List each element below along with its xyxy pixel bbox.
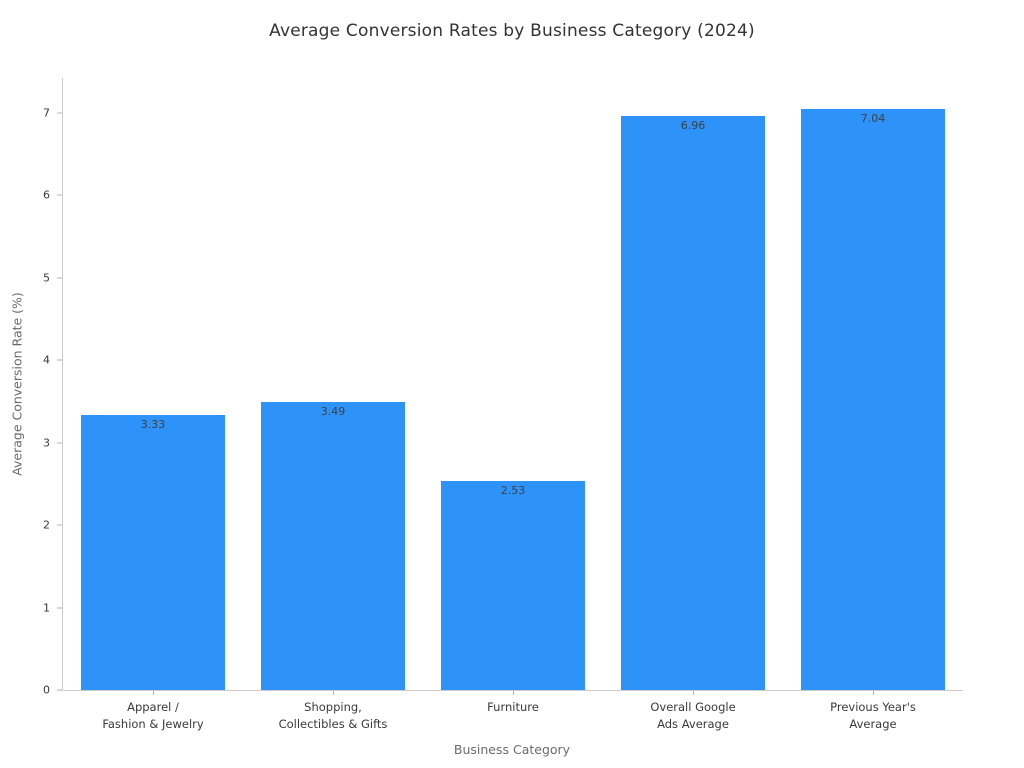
y-tick-mark [57, 524, 62, 526]
y-tick-label: 4 [43, 353, 50, 367]
y-tick-label: 3 [43, 436, 50, 450]
x-axis-label: Business Category [453, 742, 571, 757]
y-tick-mark [57, 442, 62, 444]
bar-value-label: 6.96 [680, 118, 706, 132]
y-tick-mark [57, 277, 62, 279]
y-tick-label: 7 [43, 106, 50, 120]
bar: 3.49 [261, 402, 405, 690]
bar-slot: 3.33 Apparel / Fashion & Jewelry [63, 78, 243, 731]
bar-value-label: 3.49 [320, 405, 346, 419]
y-tick-label: 5 [43, 271, 50, 285]
bar-slot: 7.04 Previous Year's Average [783, 78, 963, 731]
bars-container: 3.33 Apparel / Fashion & Jewelry 3.49 Shopp… [63, 78, 963, 731]
y-tick-label: 2 [43, 518, 50, 532]
y-tick-mark [57, 112, 62, 114]
y-tick-mark [57, 689, 62, 691]
x-tick-label: Apparel / Fashion & Jewelry [102, 700, 204, 731]
y-tick-mark [57, 194, 62, 196]
bar-value-label: 2.53 [500, 484, 526, 498]
chart-title: Average Conversion Rates by Business Cat… [269, 21, 755, 41]
bar: 2.53 [441, 481, 585, 690]
x-tick-mark [873, 691, 874, 695]
y-axis-ticks: 0 1 2 3 4 5 6 7 [43, 78, 963, 696]
x-tick-mark [333, 691, 334, 695]
x-tick-mark [513, 691, 514, 695]
bar-slot: 3.49 Shopping, Collectibles & Gifts [243, 78, 423, 731]
x-tick-label: Previous Year's Average [830, 700, 916, 731]
y-tick-mark [57, 607, 62, 609]
y-tick-label: 6 [43, 188, 50, 202]
bar-slot: 2.53 Furniture [423, 78, 603, 714]
y-tick-label: 1 [43, 601, 50, 615]
bar: 7.04 [801, 109, 945, 690]
bar: 6.96 [621, 115, 765, 690]
x-tick-label: Shopping, Collectibles & Gifts [278, 700, 388, 731]
x-tick-label: Overall Google Ads Average [650, 700, 736, 731]
bar: 3.33 [81, 415, 225, 690]
plot-area: 0 1 2 3 4 5 6 7 3.33 Apparel / Fashion & Jewelry… [43, 78, 963, 731]
y-tick-label: 0 [43, 683, 50, 697]
x-tick-mark [693, 691, 694, 695]
bar-value-label: 7.04 [860, 112, 886, 126]
y-axis-label: Average Conversion Rate (%) [9, 292, 25, 476]
x-tick-mark [153, 691, 154, 695]
y-tick-mark [57, 359, 62, 361]
x-tick-label: Furniture [487, 700, 539, 714]
bar-value-label: 3.33 [140, 418, 166, 432]
bar-slot: 6.96 Overall Google Ads Average [603, 78, 783, 731]
